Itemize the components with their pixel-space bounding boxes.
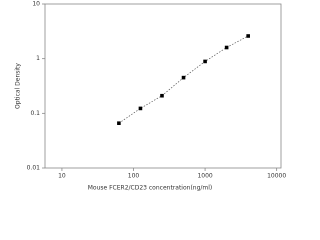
x-tick-label: 1000: [197, 173, 212, 180]
data-point: [160, 93, 164, 98]
data-point: [203, 59, 207, 64]
y-axis-label: Optical Density: [15, 63, 22, 109]
data-point: [138, 106, 143, 111]
x-tick-label: 10: [58, 173, 66, 180]
chart: Mouse FCER2/CD23 concentration(ng/ml) Op…: [15, 1, 287, 192]
data-point: [181, 75, 186, 80]
page: Mouse FCER2/CD23 concentration(ng/ml) Op…: [14, 0, 287, 192]
x-axis-label: Mouse FCER2/CD23 concentration(ng/ml): [88, 185, 213, 192]
x-tick-label: 100: [128, 173, 140, 180]
data-point: [117, 121, 121, 125]
y-tick-label: 0.1: [30, 110, 40, 117]
plot-frame: [44, 3, 282, 169]
data-point: [246, 34, 250, 38]
data-point: [224, 45, 229, 50]
x-tick-label: 10000: [267, 173, 286, 180]
y-tick-label: 1: [36, 55, 40, 62]
fit-line: [118, 35, 249, 124]
y-tick-label: 10: [32, 1, 40, 8]
y-tick-label: 0.01: [27, 165, 41, 172]
